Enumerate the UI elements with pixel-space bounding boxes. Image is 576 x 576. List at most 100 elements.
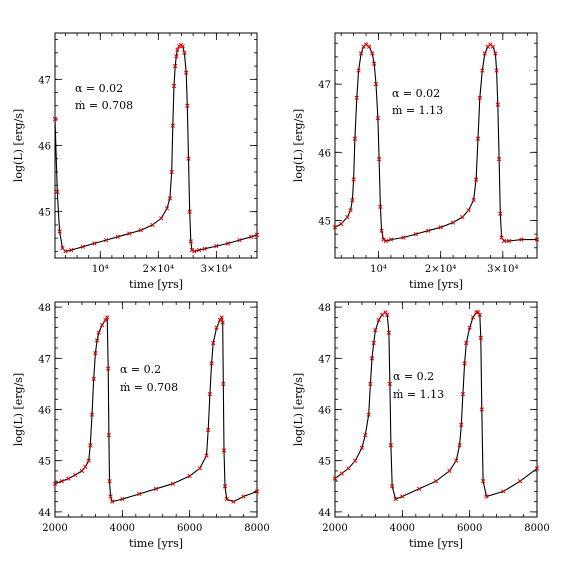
x-tick-label: 3×10⁴ [201,264,232,275]
x-tick-label: 6000 [177,523,202,534]
data-point [110,499,115,504]
data-point [231,499,236,504]
data-point [383,238,389,244]
y-tick-label: 46 [318,406,331,417]
y-tick-label: 47 [318,354,331,365]
data-point [348,208,353,213]
data-point [518,479,523,484]
data-point [83,464,88,469]
data-point [379,228,384,233]
mdot-annotation: ṁ = 1.13 [393,388,444,401]
data-point [174,54,179,59]
data-point [501,238,507,244]
data-point [464,340,469,346]
data-point [383,310,388,315]
y-tick-label: 48 [38,303,51,314]
data-point [225,241,231,246]
x-tick-label: 4000 [110,523,135,534]
data-point [187,209,192,214]
data-point [501,489,506,494]
data-point [378,204,383,210]
data-point [460,391,466,397]
data-point [55,189,60,194]
data-point [185,103,190,108]
data-point [221,381,226,387]
plot-frame [54,32,258,259]
data-point [482,51,487,56]
x-tick-label: 8000 [244,523,269,534]
y-tick-label: 46 [38,142,51,153]
data-point [94,338,100,343]
data-point [477,95,482,100]
data-point [332,476,338,481]
data-point [254,232,260,237]
x-tick-label: 4000 [390,523,415,534]
x-axis-title: time [yrs] [409,278,463,291]
x-tick-label: 3×10⁴ [487,264,518,275]
data-point [475,310,481,315]
data-point [534,466,540,471]
data-point [153,486,159,491]
data-point [350,197,355,203]
data-point [170,123,175,128]
data-point [369,356,375,361]
data-point [459,422,464,428]
data-point [222,484,228,489]
data-point [60,245,65,251]
data-point [254,489,260,494]
data-point [186,156,191,161]
data-point [478,335,483,340]
data-point [106,366,111,371]
y-tick-label: 47 [318,80,331,91]
data-point [387,381,393,387]
data-point [393,496,398,502]
data-point [447,468,452,474]
data-point [462,361,467,366]
data-point [519,237,524,242]
data-point [197,466,202,471]
data-point [356,68,361,73]
data-point [63,249,68,254]
data-point [367,44,372,49]
data-point [332,225,338,230]
data-point [363,432,368,438]
x-tick-label: 2×10⁴ [425,264,456,275]
data-point [450,220,456,225]
data-point [108,494,113,499]
data-point [86,458,91,463]
y-tick-label: 47 [38,75,51,86]
y-axis-title: log(L) [erg/s] [12,373,25,446]
data-point [506,238,512,244]
data-point [480,68,485,73]
data-point [105,315,110,320]
data-point [388,237,394,242]
data-point [454,458,459,463]
data-point [498,211,503,216]
x-tick-label: 10⁴ [92,264,109,275]
data-point [93,351,98,356]
data-point [493,51,498,56]
panel-4: 2000 4000 6000 8000 44 45 46 47 48 time [yrs] log(… [292,301,550,550]
y-axis-title: log(L) [erg/s] [292,373,305,446]
x-tick-label: 2000 [42,523,67,534]
data-point [495,102,500,107]
data-point [206,427,211,433]
data-point [433,479,439,484]
y-tick-label: 45 [38,208,51,219]
data-point [57,229,62,234]
data-point [164,206,170,211]
data-point [209,361,214,366]
data-point [372,61,377,66]
data-point [91,376,96,381]
data-point [370,51,375,56]
x-axis-title: time [yrs] [409,537,463,550]
data-point [388,443,394,448]
data-point [69,247,74,253]
data-point [470,315,476,320]
data-point [366,412,371,417]
data-point [471,197,476,203]
data-point [352,136,358,141]
data-point [480,479,486,484]
data-point [475,136,481,141]
data-point [400,494,405,499]
